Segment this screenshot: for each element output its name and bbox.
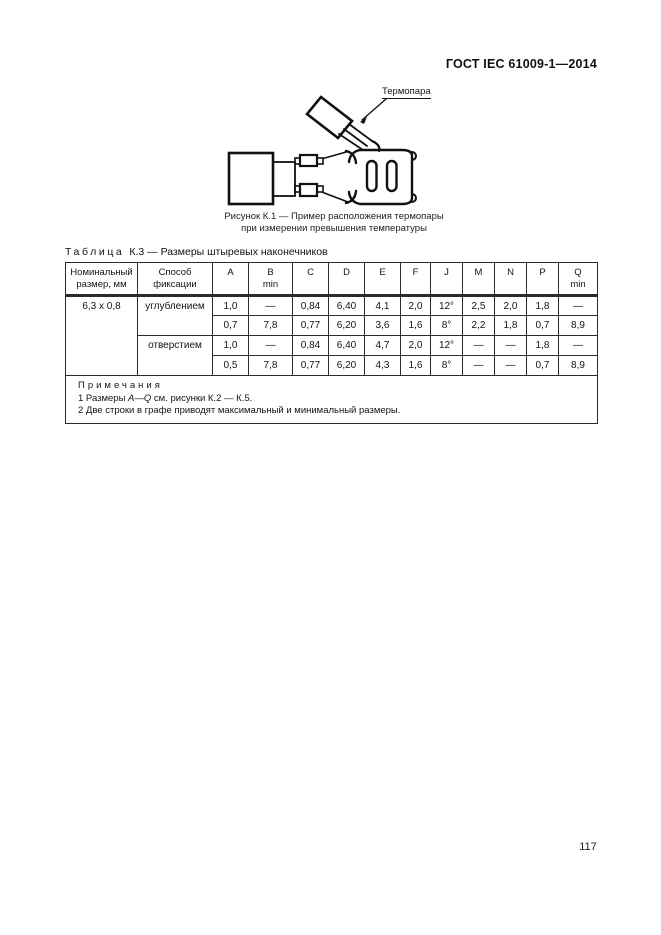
table-cell: 8,9 — [558, 315, 598, 336]
header-cell-c: C — [292, 262, 329, 297]
insulation-block — [227, 151, 275, 206]
note-1-dim-range: A—Q — [128, 392, 152, 404]
thermocouple-wire — [370, 139, 381, 153]
table-cell: 4,1 — [364, 295, 401, 316]
header-cell-n: N — [494, 262, 527, 297]
table-cell: 0,77 — [292, 355, 329, 376]
slot-left — [365, 159, 378, 193]
table-title-word: Таблица — [65, 246, 125, 258]
header-cell-size: Номинальный размер, мм — [65, 262, 138, 297]
table-cell: 1,8 — [526, 335, 559, 356]
table-cell: 2,2 — [462, 315, 495, 336]
table-cell: 2,5 — [462, 295, 495, 316]
table-cell: 1,8 — [494, 315, 527, 336]
table-cell: 12° — [430, 295, 463, 316]
figure-caption: Рисунок К.1 — Пример расположения термоп… — [134, 211, 534, 234]
table-row: 0,5 7,8 0,77 6,20 4,3 1,6 8° — — 0,7 8,9 — [66, 355, 598, 376]
note-1: 1 Размеры A—Q см. рисунки К.2 — К.5. — [78, 392, 253, 404]
table-cell: 2,0 — [400, 295, 431, 316]
table-row: 0,7 7,8 0,77 6,20 3,6 1,6 8° 2,2 1,8 0,7… — [66, 315, 598, 336]
table-cell: 0,84 — [292, 335, 329, 356]
header-cell-j: J — [430, 262, 463, 297]
page-number: 117 — [579, 841, 597, 853]
note-2: 2 Две строки в графе приводят максимальн… — [78, 405, 401, 416]
header-cell-e: E — [364, 262, 401, 297]
table-cell: 0,5 — [212, 355, 249, 376]
table-cell: 0,7 — [212, 315, 249, 336]
crimp-tab-bottom — [298, 182, 319, 198]
table-cell: 1,6 — [400, 315, 431, 336]
table-cell: — — [558, 295, 598, 316]
notes-row: Примечания 1 Размеры A—Q см. рисунки К.2… — [65, 375, 598, 424]
leader-arrow-icon — [360, 117, 367, 124]
header-cell-f: F — [400, 262, 431, 297]
table-cell: 6,20 — [328, 355, 365, 376]
table-cell: 8° — [430, 355, 463, 376]
table-cell: — — [494, 335, 527, 356]
header-cell-a: A — [212, 262, 249, 297]
table-cell: 2,0 — [494, 295, 527, 316]
table-title-rest: К.3 — Размеры штыревых наконечников — [129, 246, 328, 258]
table-cell: 8,9 — [558, 355, 598, 376]
doc-header-title: ГОСТ IEC 61009-1—2014 — [445, 57, 597, 71]
dimensions-table: Номинальный размер, мм Способ фиксации A… — [65, 262, 598, 424]
table-cell: 6,40 — [328, 295, 365, 316]
table-cell: 1,0 — [212, 295, 249, 316]
cell-nominal-size: 6,3 x 0,8 — [65, 295, 138, 376]
table-cell: 3,6 — [364, 315, 401, 336]
figure-caption-line2: при измерении превышения температуры — [241, 222, 427, 234]
header-cell-d: D — [328, 262, 365, 297]
table-cell: 0,84 — [292, 295, 329, 316]
table-cell: — — [248, 335, 293, 356]
table-cell: 4,7 — [364, 335, 401, 356]
table-notes: Примечания 1 Размеры A—Q см. рисунки К.2… — [65, 375, 598, 424]
receptacle-body — [347, 148, 414, 206]
figure-k1: Термопара — [226, 86, 441, 211]
table-cell: — — [462, 335, 495, 356]
table-cell: 0,7 — [526, 355, 559, 376]
table-cell: 1,8 — [526, 295, 559, 316]
table-cell: 4,3 — [364, 355, 401, 376]
table-cell: 0,7 — [526, 315, 559, 336]
table-cell: 7,8 — [248, 355, 293, 376]
thermocouple-probe — [305, 95, 354, 140]
table-row: отверстием 1,0 — 0,84 6,40 4,7 2,0 12° —… — [66, 335, 598, 376]
crimp-tab-top — [298, 153, 319, 168]
table-cell: 8° — [430, 315, 463, 336]
table-cell: — — [248, 295, 293, 316]
header-cell-m: M — [462, 262, 495, 297]
table-cell: — — [494, 355, 527, 376]
figure-caption-line1: Рисунок К.1 — Пример расположения термоп… — [224, 211, 444, 222]
table-row: 6,3 x 0,8 углублением 1,0 — 0,84 6,40 4,… — [65, 295, 598, 376]
thermocouple-label: Термопара — [382, 86, 431, 99]
table-cell: 2,0 — [400, 335, 431, 356]
table-title: Таблица К.3 — Размеры штыревых наконечник… — [65, 246, 328, 258]
header-cell-b: B min — [248, 262, 293, 297]
header-cell-fixation: Способ фиксации — [137, 262, 213, 297]
cell-fixation-hole: отверстием — [137, 335, 213, 376]
table-cell: 12° — [430, 335, 463, 356]
notes-heading: Примечания — [78, 380, 163, 391]
crimp-barrel — [272, 161, 296, 197]
slot-right — [385, 159, 398, 193]
table-cell: 7,8 — [248, 315, 293, 336]
leader-line — [361, 98, 387, 121]
table-cell: — — [462, 355, 495, 376]
table-cell: 6,20 — [328, 315, 365, 336]
terminal-connector-drawing — [227, 95, 417, 206]
header-row: Номинальный размер, мм Способ фиксации A… — [65, 262, 598, 297]
cell-fixation-recess: углублением — [137, 295, 213, 336]
table-cell: 1,0 — [212, 335, 249, 356]
table-cell: 1,6 — [400, 355, 431, 376]
table-cell: 0,77 — [292, 315, 329, 336]
header-cell-p: P — [526, 262, 559, 297]
table-cell: — — [558, 335, 598, 356]
header-cell-q: Q min — [558, 262, 598, 297]
table-cell: 6,40 — [328, 335, 365, 356]
